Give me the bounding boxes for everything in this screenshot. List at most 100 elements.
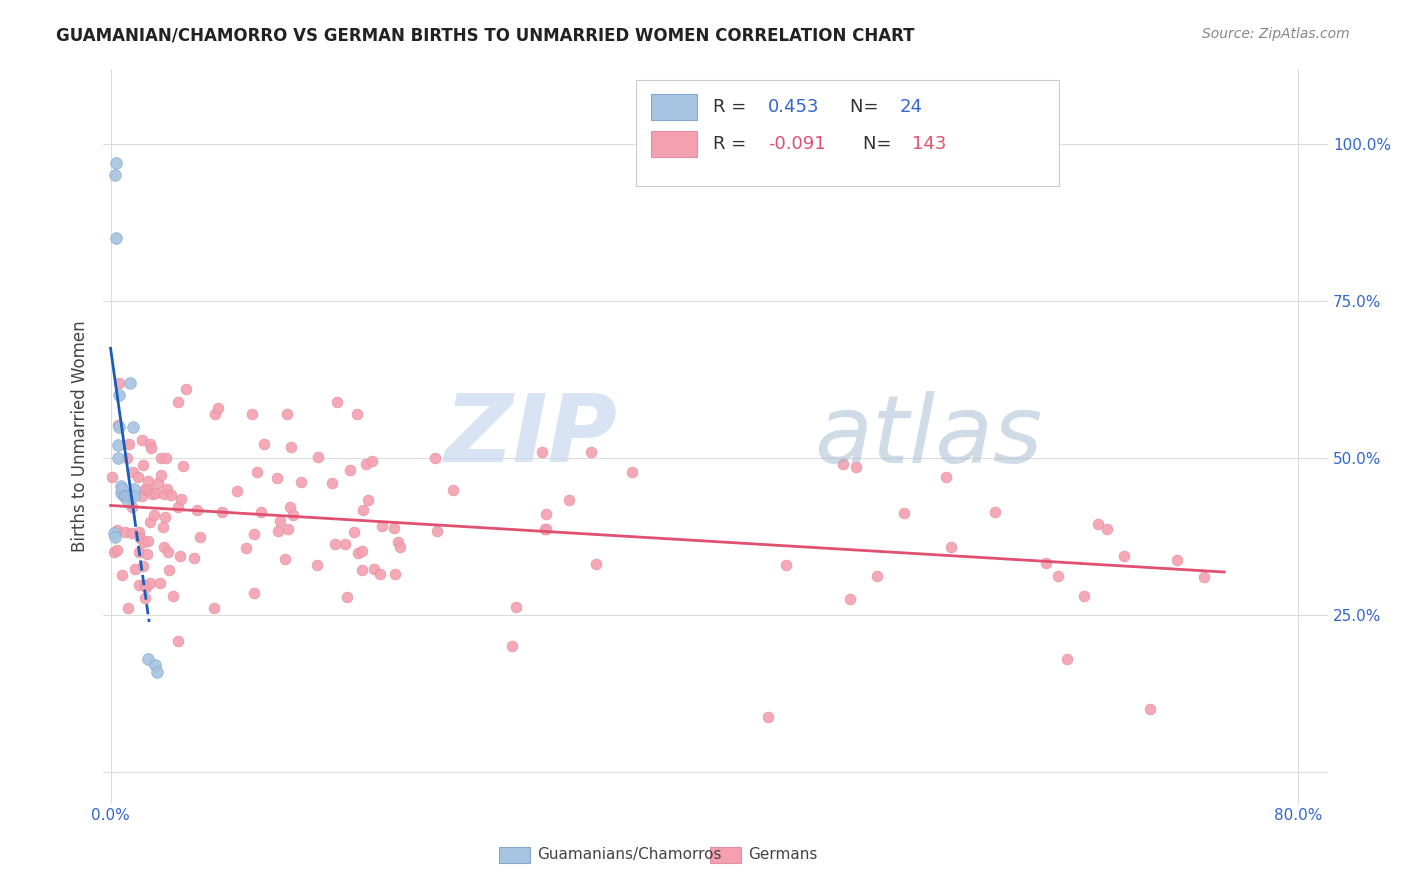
Point <box>585 557 607 571</box>
Point <box>103 545 125 559</box>
Point <box>127 470 149 484</box>
Point <box>110 485 132 500</box>
Point <box>845 459 868 474</box>
Point <box>115 489 138 503</box>
Point <box>155 450 177 465</box>
Point <box>186 503 208 517</box>
Point <box>352 503 374 517</box>
Point <box>1047 569 1070 583</box>
Point <box>323 536 346 550</box>
Point <box>117 495 139 509</box>
Point <box>139 515 162 529</box>
Point <box>128 545 150 559</box>
Point <box>138 474 160 488</box>
Point <box>143 658 166 673</box>
Point <box>278 500 301 514</box>
Point <box>204 407 226 421</box>
Point <box>114 524 136 539</box>
Point <box>277 522 299 536</box>
Point <box>1166 553 1188 567</box>
Point <box>136 483 159 497</box>
Point <box>211 505 233 519</box>
Point <box>1139 702 1161 716</box>
Point <box>343 524 366 539</box>
Point <box>1056 652 1078 666</box>
Point <box>534 522 557 536</box>
Text: GUAMANIAN/CHAMORRO VS GERMAN BIRTHS TO UNMARRIED WOMEN CORRELATION CHART: GUAMANIAN/CHAMORRO VS GERMAN BIRTHS TO U… <box>56 27 915 45</box>
Point <box>141 487 163 501</box>
Point <box>103 526 125 541</box>
Point <box>290 475 312 489</box>
Point <box>153 540 176 554</box>
Point <box>159 488 181 502</box>
Point <box>169 549 191 564</box>
Point <box>115 451 138 466</box>
FancyBboxPatch shape <box>651 95 697 120</box>
Point <box>352 544 374 558</box>
Point <box>534 522 557 536</box>
Text: R =: R = <box>713 135 752 153</box>
Point <box>935 470 957 484</box>
Point <box>152 487 174 501</box>
Point <box>347 546 370 560</box>
Point <box>118 376 141 390</box>
Point <box>1035 557 1057 571</box>
Point <box>620 465 643 479</box>
Point <box>139 575 162 590</box>
Point <box>307 450 329 464</box>
Point <box>368 566 391 581</box>
Point <box>131 489 153 503</box>
Text: N=: N= <box>851 98 884 116</box>
Text: ZIP: ZIP <box>444 390 617 482</box>
Point <box>207 401 229 415</box>
Text: N=: N= <box>863 135 897 153</box>
Point <box>893 506 915 520</box>
Point <box>110 479 132 493</box>
Point <box>501 640 523 654</box>
Point <box>246 465 269 479</box>
Point <box>354 458 377 472</box>
Point <box>128 524 150 539</box>
Point <box>121 500 143 514</box>
Point <box>273 552 295 566</box>
Point <box>363 562 385 576</box>
Text: Source: ZipAtlas.com: Source: ZipAtlas.com <box>1202 27 1350 41</box>
Point <box>534 507 557 521</box>
Point <box>505 600 527 615</box>
Point <box>276 407 298 421</box>
Point <box>157 563 180 577</box>
Point <box>357 493 380 508</box>
Point <box>1097 523 1119 537</box>
Point <box>266 471 288 485</box>
Point <box>346 407 368 421</box>
Point <box>361 454 384 468</box>
Point <box>176 382 198 396</box>
Point <box>149 575 172 590</box>
Point <box>1112 549 1135 564</box>
Point <box>156 482 179 496</box>
Point <box>167 633 190 648</box>
Point <box>183 550 205 565</box>
Point <box>105 155 128 169</box>
Point <box>305 558 328 573</box>
Point <box>148 476 170 491</box>
Point <box>101 470 124 484</box>
Point <box>107 451 129 466</box>
Text: 143: 143 <box>911 135 946 153</box>
Point <box>423 451 446 466</box>
Point <box>326 394 349 409</box>
Point <box>425 524 447 538</box>
Point <box>384 567 406 582</box>
Y-axis label: Births to Unmarried Women: Births to Unmarried Women <box>72 320 89 552</box>
Point <box>136 652 159 666</box>
Point <box>387 535 409 549</box>
Point <box>112 489 135 503</box>
Point <box>371 519 394 533</box>
Point <box>111 483 134 497</box>
Point <box>441 483 464 498</box>
Point <box>149 467 172 482</box>
Point <box>202 600 225 615</box>
Point <box>167 394 190 409</box>
Point <box>134 483 156 497</box>
Point <box>117 601 139 615</box>
